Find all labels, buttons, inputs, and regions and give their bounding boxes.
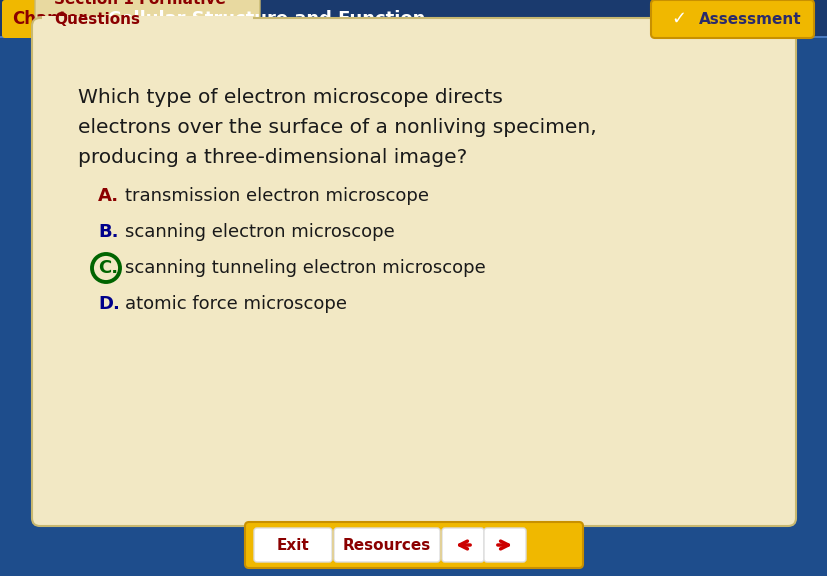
FancyBboxPatch shape <box>35 0 260 35</box>
Text: Resources: Resources <box>342 537 431 552</box>
Text: Exit: Exit <box>276 537 309 552</box>
FancyBboxPatch shape <box>2 0 96 38</box>
Text: transmission electron microscope: transmission electron microscope <box>125 187 428 205</box>
Text: Cellular Structure and Function: Cellular Structure and Function <box>108 10 425 28</box>
Text: Section 1 Formative: Section 1 Formative <box>54 0 226 7</box>
FancyBboxPatch shape <box>245 522 582 568</box>
Text: Questions: Questions <box>54 12 140 27</box>
Text: scanning electron microscope: scanning electron microscope <box>125 223 394 241</box>
Text: Which type of electron microscope directs: Which type of electron microscope direct… <box>78 88 502 107</box>
FancyBboxPatch shape <box>0 0 827 38</box>
FancyBboxPatch shape <box>333 528 439 562</box>
FancyBboxPatch shape <box>42 16 253 28</box>
Text: D.: D. <box>98 295 120 313</box>
Text: C.: C. <box>98 259 118 277</box>
Text: B.: B. <box>98 223 118 241</box>
FancyBboxPatch shape <box>32 18 795 526</box>
FancyBboxPatch shape <box>254 528 332 562</box>
Text: ✓: ✓ <box>670 10 686 28</box>
FancyBboxPatch shape <box>442 528 484 562</box>
Text: atomic force microscope: atomic force microscope <box>125 295 347 313</box>
Text: A.: A. <box>98 187 119 205</box>
Text: Chapter: Chapter <box>12 10 86 28</box>
FancyBboxPatch shape <box>650 0 813 38</box>
FancyBboxPatch shape <box>0 36 827 38</box>
Text: scanning tunneling electron microscope: scanning tunneling electron microscope <box>125 259 485 277</box>
Text: electrons over the surface of a nonliving specimen,: electrons over the surface of a nonlivin… <box>78 118 596 137</box>
FancyBboxPatch shape <box>484 528 525 562</box>
Text: producing a three-dimensional image?: producing a three-dimensional image? <box>78 148 466 167</box>
Text: Assessment: Assessment <box>699 12 801 26</box>
